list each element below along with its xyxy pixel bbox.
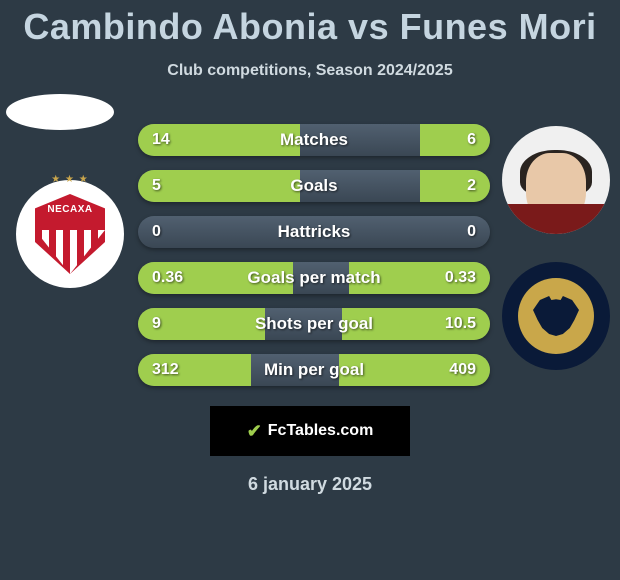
- stat-label: Goals per match: [247, 262, 380, 294]
- stats-bars: 14 Matches 6 5 Goals 2 0 Hattricks 0 0.36 Goals pe…: [138, 124, 490, 386]
- page-title: Cambindo Abonia vs Funes Mori: [0, 0, 620, 48]
- crest-left-label: NECAXA: [47, 204, 92, 215]
- stat-label: Matches: [280, 124, 348, 156]
- stat-value-left: 0.36: [152, 262, 183, 294]
- stat-row: 312 Min per goal 409: [138, 354, 490, 386]
- necaxa-shield-icon: NECAXA: [35, 194, 105, 274]
- stat-value-right: 0.33: [445, 262, 476, 294]
- player-right-avatar: [502, 126, 610, 234]
- puma-head-icon: [533, 296, 579, 336]
- stat-label: Shots per goal: [255, 308, 373, 340]
- stat-value-right: 6: [467, 124, 476, 156]
- stat-value-left: 312: [152, 354, 179, 386]
- branding-label: FcTables.com: [268, 422, 374, 440]
- stat-label: Goals: [290, 170, 337, 202]
- stat-value-right: 2: [467, 170, 476, 202]
- stat-fill-right: [420, 170, 490, 202]
- shield-stripes-icon: [35, 230, 105, 274]
- stat-value-left: 5: [152, 170, 161, 202]
- stat-row: 0.36 Goals per match 0.33: [138, 262, 490, 294]
- player-left-avatar: [6, 94, 114, 130]
- player-right-crest: [502, 262, 610, 370]
- stat-row: 5 Goals 2: [138, 170, 490, 202]
- stat-value-left: 14: [152, 124, 170, 156]
- stat-value-right: 10.5: [445, 308, 476, 340]
- stat-value-right: 0: [467, 216, 476, 248]
- chart-icon: ✔: [247, 421, 262, 442]
- stat-value-left: 9: [152, 308, 161, 340]
- stat-label: Min per goal: [264, 354, 364, 386]
- branding-badge: ✔ FcTables.com: [210, 406, 410, 456]
- comparison-area: ★ ★ ★ NECAXA 14 Matches 6 5 Goals 2 0 Hattricks…: [0, 114, 620, 384]
- stat-fill-right: [420, 124, 490, 156]
- avatar-jersey-icon: [502, 204, 610, 234]
- stat-value-right: 409: [449, 354, 476, 386]
- player-left-crest: ★ ★ ★ NECAXA: [16, 180, 124, 288]
- stat-fill-left: [138, 170, 300, 202]
- stat-row: 0 Hattricks 0: [138, 216, 490, 248]
- infographic-date: 6 january 2025: [0, 474, 620, 495]
- pumas-badge-icon: [518, 278, 594, 354]
- stat-value-left: 0: [152, 216, 161, 248]
- page-subtitle: Club competitions, Season 2024/2025: [0, 62, 620, 80]
- stat-row: 14 Matches 6: [138, 124, 490, 156]
- stat-label: Hattricks: [278, 216, 351, 248]
- star-icon: ★ ★ ★: [51, 174, 88, 185]
- stat-row: 9 Shots per goal 10.5: [138, 308, 490, 340]
